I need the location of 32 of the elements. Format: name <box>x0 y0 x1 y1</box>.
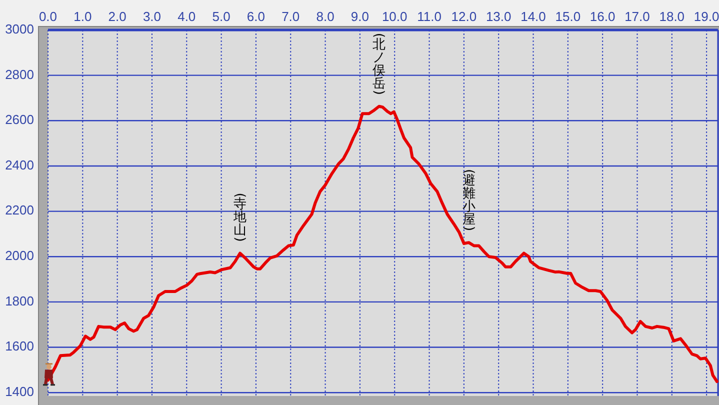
x-tick-label: 10.0 <box>382 9 408 24</box>
x-tick-label: 16.0 <box>590 9 616 24</box>
x-tick-label: 11.0 <box>417 9 442 24</box>
y-tick-label: 1400 <box>5 384 34 400</box>
y-tick-label: 1600 <box>5 338 34 354</box>
y-tick-label: 2200 <box>5 202 34 218</box>
x-tick-label: 14.0 <box>520 9 546 24</box>
y-tick-label: 2000 <box>5 248 34 264</box>
x-tick-label: 7.0 <box>282 9 300 24</box>
x-tick-label: 5.0 <box>212 9 230 24</box>
x-tick-label: 0.0 <box>38 9 58 24</box>
annotation: (寺地山) <box>232 192 248 242</box>
x-tick-label: 15.0 <box>555 9 581 24</box>
annotation: (避難小屋) <box>460 169 476 232</box>
y-tick-label: 2600 <box>5 112 34 128</box>
x-tick-label: 17.0 <box>624 9 650 24</box>
y-tick-label: 2800 <box>5 66 34 82</box>
x-tick-label: 12.0 <box>451 9 477 24</box>
x-tick-label: 6.0 <box>246 9 266 24</box>
x-tick-label: 4.0 <box>178 9 196 24</box>
x-tick-label: 18.0 <box>659 9 685 24</box>
annotation: (北ノ俣岳) <box>371 32 386 95</box>
x-tick-label: 2.0 <box>108 9 126 24</box>
x-tick-label: 8.0 <box>316 9 334 24</box>
x-tick-label: 19.0 <box>694 9 719 24</box>
y-tick-label: 1800 <box>5 293 34 308</box>
y-tick-label: 3000 <box>5 21 34 36</box>
x-tick-label: 3.0 <box>142 9 162 24</box>
x-tick-label: 1.0 <box>74 9 92 24</box>
y-tick-label: 2400 <box>5 157 34 172</box>
x-tick-label: 13.0 <box>486 9 512 24</box>
x-tick-label: 9.0 <box>350 9 369 24</box>
